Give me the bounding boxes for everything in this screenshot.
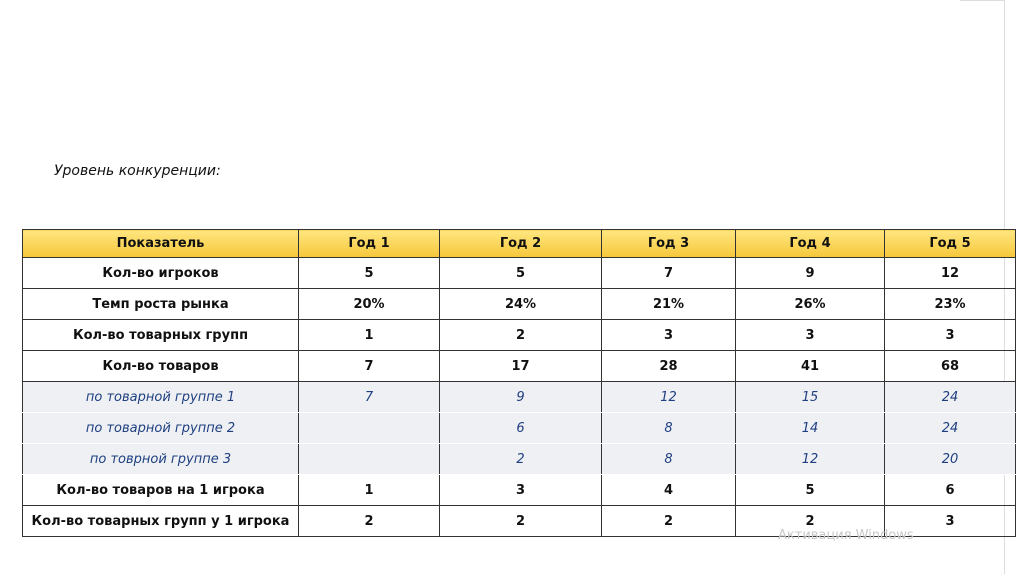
row-label: по товарной группе 2 <box>22 412 299 444</box>
row-label: по товрной группе 3 <box>22 443 299 475</box>
table-row: Кол-во товаров на 1 игрока 1 3 4 5 6 <box>22 474 1016 506</box>
header-cell: Год 2 <box>439 229 602 258</box>
row-label: Кол-во товаров на 1 игрока <box>22 474 299 506</box>
cell: 6 <box>884 474 1016 506</box>
cell: 1 <box>298 319 440 351</box>
cell: 12 <box>884 257 1016 289</box>
cell <box>298 443 440 475</box>
cell: 5 <box>735 474 885 506</box>
cell: 8 <box>601 443 736 475</box>
cell: 1 <box>298 474 440 506</box>
cell: 24 <box>884 412 1016 444</box>
header-cell: Год 5 <box>884 229 1016 258</box>
row-label: Темп роста рынка <box>22 288 299 320</box>
cell: 7 <box>298 381 440 413</box>
cell: 24 <box>884 381 1016 413</box>
cell: 26% <box>735 288 885 320</box>
table-row: Кол-во игроков 5 5 7 9 12 <box>22 257 1016 289</box>
row-label: Кол-во товарных групп у 1 игрока <box>22 505 299 537</box>
header-cell: Год 1 <box>298 229 440 258</box>
cell: 5 <box>298 257 440 289</box>
table-row: Кол-во товарных групп у 1 игрока 2 2 2 2 3 <box>22 505 1016 537</box>
cell: 7 <box>601 257 736 289</box>
cell: 3 <box>884 319 1016 351</box>
cell: 24% <box>439 288 602 320</box>
header-cell: Год 3 <box>601 229 736 258</box>
row-label: Кол-во игроков <box>22 257 299 289</box>
table-row: по товарной группе 2 6 8 14 24 <box>22 412 1016 444</box>
cell: 2 <box>298 505 440 537</box>
cell: 20 <box>884 443 1016 475</box>
header-row: Показатель Год 1 Год 2 Год 3 Год 4 Год 5 <box>22 229 1016 258</box>
cell: 9 <box>735 257 885 289</box>
table-row: Кол-во товарных групп 1 2 3 3 3 <box>22 319 1016 351</box>
header-cell: Показатель <box>22 229 299 258</box>
cell: 20% <box>298 288 440 320</box>
cell: 15 <box>735 381 885 413</box>
cell: 28 <box>601 350 736 382</box>
cell: 68 <box>884 350 1016 382</box>
cell: 4 <box>601 474 736 506</box>
table-row: Кол-во товаров 7 17 28 41 68 <box>22 350 1016 382</box>
cell: 14 <box>735 412 885 444</box>
cell: 2 <box>439 505 602 537</box>
cell: 21% <box>601 288 736 320</box>
cell <box>298 412 440 444</box>
frame-line <box>960 0 1005 1</box>
cell: 5 <box>439 257 602 289</box>
cell: 6 <box>439 412 602 444</box>
heading: Уровень конкуренции: <box>54 163 221 179</box>
table-row: по товрной группе 3 2 8 12 20 <box>22 443 1016 475</box>
cell: 2 <box>601 505 736 537</box>
cell: 3 <box>735 319 885 351</box>
cell: 8 <box>601 412 736 444</box>
cell: 2 <box>439 443 602 475</box>
cell: 3 <box>884 505 1016 537</box>
cell: 41 <box>735 350 885 382</box>
cell: 12 <box>601 381 736 413</box>
header-cell: Год 4 <box>735 229 885 258</box>
watermark: Активация Windows <box>778 528 914 543</box>
table-row: по товарной группе 1 7 9 12 15 24 <box>22 381 1016 413</box>
cell: 2 <box>439 319 602 351</box>
cell: 2 <box>735 505 885 537</box>
cell: 12 <box>735 443 885 475</box>
cell: 17 <box>439 350 602 382</box>
table: Показатель Год 1 Год 2 Год 3 Год 4 Год 5 Кол-в… <box>22 229 1016 537</box>
cell: 3 <box>439 474 602 506</box>
table-row: Темп роста рынка 20% 24% 21% 26% 23% <box>22 288 1016 320</box>
cell: 3 <box>601 319 736 351</box>
cell: 23% <box>884 288 1016 320</box>
row-label: Кол-во товарных групп <box>22 319 299 351</box>
cell: 7 <box>298 350 440 382</box>
cell: 9 <box>439 381 602 413</box>
row-label: Кол-во товаров <box>22 350 299 382</box>
row-label: по товарной группе 1 <box>22 381 299 413</box>
